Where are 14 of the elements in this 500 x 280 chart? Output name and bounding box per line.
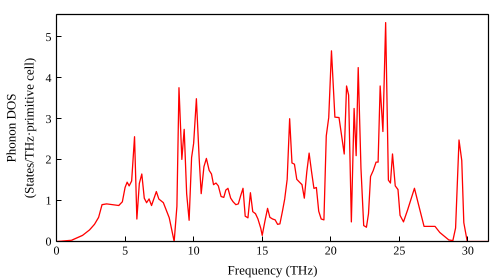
x-tick-label: 15 xyxy=(256,244,268,258)
y-tick-label: 2 xyxy=(46,152,52,167)
y-tick-label: 0 xyxy=(46,234,52,248)
y-tick-label: 1 xyxy=(46,194,52,208)
x-tick-label: 10 xyxy=(188,244,200,258)
x-tick-label: 20 xyxy=(324,244,337,258)
y-axis-title: Phonon DOS (States/THz·primitive cell) xyxy=(4,58,36,198)
y-tick-label: 3 xyxy=(46,112,52,126)
x-tick-label: 5 xyxy=(122,244,128,258)
x-tick-label: 25 xyxy=(393,244,406,258)
x-axis-title: Frequency (THz) xyxy=(228,262,318,278)
y-tick-label: 5 xyxy=(46,30,52,44)
x-tick-label: 30 xyxy=(462,244,474,258)
y-tick-label: 4 xyxy=(46,70,52,85)
